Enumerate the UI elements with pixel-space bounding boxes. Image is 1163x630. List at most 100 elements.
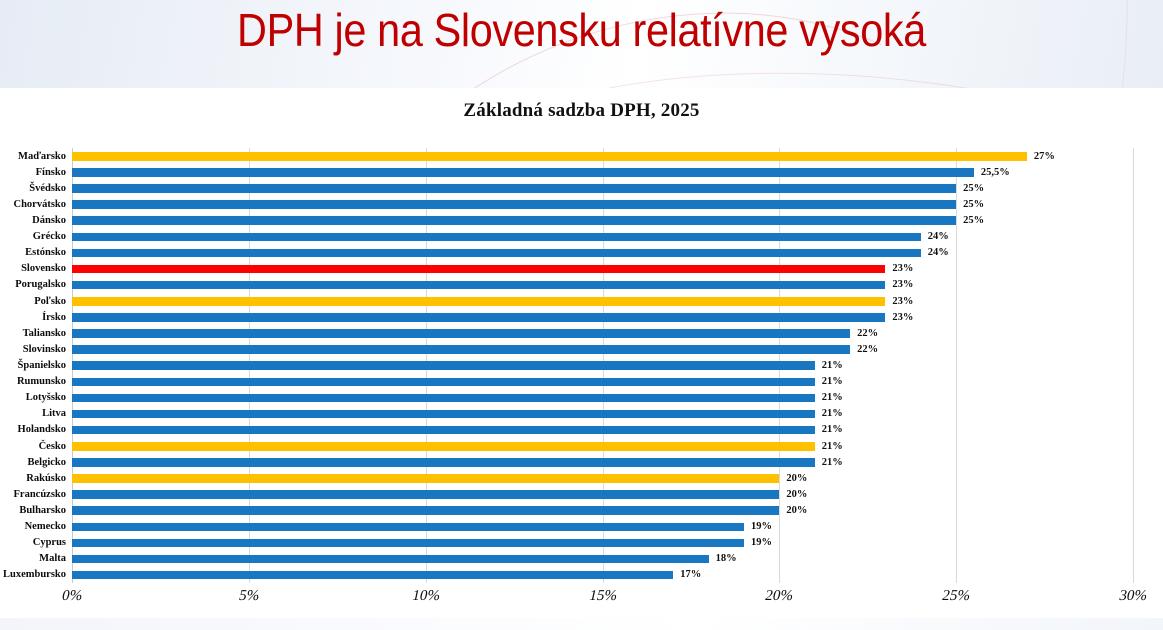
- chart-bar[interactable]: [72, 361, 815, 370]
- chart-category-label: Luxembursko: [2, 569, 66, 581]
- chart-bar-row: Lotyšsko 21%: [26, 390, 1133, 406]
- chart-bar-row: Česko 21%: [39, 438, 1133, 454]
- chart-bar-row: Slovinsko 22%: [23, 341, 1133, 357]
- chart-bar-row: Holandsko 21%: [18, 422, 1133, 438]
- chart-category-label: Dánsko: [32, 214, 66, 226]
- chart-value-label: 18%: [715, 553, 737, 565]
- chart-bar-row: Španielsko 21%: [18, 357, 1133, 373]
- chart-category-label: Malta: [39, 553, 66, 565]
- chart-bar[interactable]: [72, 184, 957, 193]
- chart-value-label: 21%: [821, 424, 843, 436]
- chart-category-label: Slovinsko: [22, 343, 66, 355]
- chart-bar[interactable]: [72, 570, 674, 580]
- chart-value-label: 17%: [680, 569, 702, 581]
- chart-gridline: [956, 148, 958, 583]
- chart-category-label: Estónsko: [25, 247, 66, 259]
- chart-value-label: 20%: [786, 504, 808, 516]
- chart-category-label: Fínsko: [35, 166, 66, 178]
- chart-category-label: Chorvátsko: [13, 198, 66, 210]
- chart-x-tick-label: 10%: [410, 588, 442, 604]
- chart-category-label: Bulharsko: [19, 504, 66, 516]
- chart-bar[interactable]: [72, 393, 815, 403]
- chart-bar[interactable]: [72, 554, 709, 564]
- chart-bar[interactable]: [72, 297, 886, 306]
- chart-bar-row: Slovensko 23%: [21, 261, 1133, 277]
- chart-category-label: Litva: [42, 408, 66, 420]
- chart-value-label: 23%: [892, 279, 914, 291]
- chart-bar[interactable]: [72, 232, 921, 242]
- vat-rate-bar-chart: Základná sadzba DPH, 2025 Maďarsko 27% Fín…: [0, 92, 1163, 622]
- chart-category-label: Nemecko: [24, 521, 66, 533]
- slide-header-band: [0, 0, 1163, 88]
- chart-bar-row: Grécko 24%: [33, 229, 1133, 245]
- chart-bar[interactable]: [72, 313, 886, 322]
- chart-category-label: Porugalsko: [15, 279, 66, 291]
- chart-category-label: Holandsko: [17, 424, 66, 436]
- chart-bar[interactable]: [72, 490, 780, 499]
- chart-bar-row: Malta 18%: [39, 551, 1133, 567]
- chart-bar[interactable]: [72, 442, 815, 451]
- chart-bar-row: Bulharsko 20%: [19, 502, 1133, 518]
- chart-bar[interactable]: [72, 168, 974, 177]
- chart-value-label: 24%: [927, 247, 949, 259]
- chart-bar-row: Fínsko 25,5%: [36, 164, 1133, 180]
- chart-value-label: 25%: [963, 182, 985, 194]
- chart-value-label: 21%: [821, 440, 843, 452]
- chart-bar[interactable]: [72, 474, 780, 483]
- chart-category-label: Belgicko: [27, 456, 67, 468]
- chart-bar[interactable]: [72, 280, 886, 290]
- chart-bar[interactable]: [72, 458, 815, 467]
- chart-bar-row: Nemecko 19%: [25, 519, 1133, 535]
- chart-bar[interactable]: [72, 216, 957, 225]
- chart-bar-row: Rumunsko 21%: [17, 374, 1133, 390]
- chart-bar-row: Poľsko 23%: [34, 293, 1133, 309]
- chart-category-label: Česko: [38, 440, 66, 452]
- chart-bar-row: Francúzsko 20%: [14, 486, 1133, 502]
- chart-bar-row: Porugalsko 23%: [15, 277, 1133, 293]
- chart-category-label: Taliansko: [22, 327, 66, 339]
- chart-bar[interactable]: [72, 409, 815, 419]
- chart-gridline: [1133, 148, 1134, 583]
- chart-value-label: 20%: [786, 488, 808, 500]
- chart-x-tick-label: 20%: [763, 588, 795, 604]
- chart-value-label: 25,5%: [980, 166, 1010, 178]
- chart-bar-row: Dánsko 25%: [32, 212, 1133, 228]
- chart-category-label: Grécko: [32, 231, 66, 243]
- chart-bar[interactable]: [72, 506, 780, 515]
- chart-category-label: Poľsko: [34, 295, 66, 307]
- chart-bar[interactable]: [72, 248, 921, 258]
- chart-value-label: 19%: [750, 537, 772, 549]
- chart-bar[interactable]: [72, 200, 957, 209]
- chart-bar[interactable]: [72, 522, 744, 532]
- chart-bar-row: Maďarsko 27%: [18, 148, 1133, 164]
- chart-value-label: 20%: [786, 472, 808, 484]
- chart-value-label: 25%: [963, 198, 985, 210]
- chart-bar[interactable]: [72, 329, 851, 338]
- chart-bar[interactable]: [72, 152, 1027, 161]
- chart-bar-row: Chorvátsko 25%: [13, 196, 1133, 212]
- chart-bar-row: Cyprus 19%: [33, 535, 1133, 551]
- chart-bar[interactable]: [72, 345, 851, 354]
- chart-bar[interactable]: [72, 377, 815, 387]
- chart-category-label: Španielsko: [17, 359, 66, 371]
- chart-value-label: 19%: [750, 521, 772, 533]
- chart-bar[interactable]: [72, 425, 815, 435]
- chart-category-label: Rakúsko: [26, 472, 66, 484]
- chart-bar-row: Belgicko 21%: [28, 454, 1133, 470]
- chart-value-label: 27%: [1033, 150, 1055, 162]
- chart-value-label: 21%: [821, 392, 843, 404]
- chart-value-label: 25%: [963, 214, 985, 226]
- chart-bar[interactable]: [72, 538, 744, 548]
- chart-category-label: Rumunsko: [16, 376, 66, 388]
- chart-category-label: Slovensko: [21, 263, 66, 275]
- chart-category-label: Írsko: [42, 311, 66, 323]
- slide-title: DPH je na Slovensku relatívne vysoká: [237, 4, 926, 56]
- chart-value-label: 22%: [857, 327, 879, 339]
- chart-bar[interactable]: [72, 264, 886, 274]
- chart-value-label: 21%: [821, 359, 843, 371]
- chart-value-label: 23%: [892, 295, 914, 307]
- chart-x-tick-label: 0%: [60, 588, 84, 604]
- chart-category-label: Maďarsko: [18, 150, 66, 162]
- chart-bar-row: Luxembursko 17%: [3, 567, 1133, 583]
